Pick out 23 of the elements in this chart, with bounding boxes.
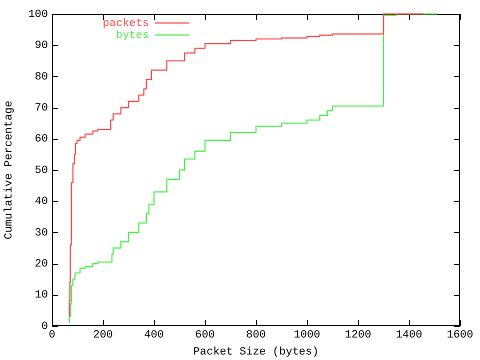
y-tick-label: 80 <box>34 71 48 84</box>
x-tick-label: 1000 <box>294 330 320 342</box>
x-tick-label: 1400 <box>396 330 422 342</box>
y-tick-label: 70 <box>34 102 48 115</box>
y-tick-label: 20 <box>34 258 48 271</box>
y-tick-label: 60 <box>34 134 48 146</box>
x-tick-label: 200 <box>93 330 113 342</box>
x-tick-label: 1200 <box>344 330 372 342</box>
y-axis-title: Cumulative Percentage <box>4 100 16 240</box>
y-tick-label: 10 <box>34 290 48 302</box>
y-tick-label: 50 <box>34 164 48 177</box>
x-tick-label: 1600 <box>446 330 474 342</box>
x-tick-label: 400 <box>144 330 164 342</box>
y-tick-label: 90 <box>34 40 48 52</box>
x-axis-title: Packet Size (bytes) <box>193 346 319 358</box>
legend-label: bytes <box>116 30 149 42</box>
x-tick-label: 600 <box>195 330 215 342</box>
y-tick-label: 0 <box>41 320 48 333</box>
y-tick-label: 40 <box>34 196 48 208</box>
y-tick-label: 100 <box>28 8 48 21</box>
text: packets <box>102 18 149 30</box>
x-tick-label: 800 <box>246 330 266 342</box>
y-tick-label: 30 <box>34 227 48 240</box>
